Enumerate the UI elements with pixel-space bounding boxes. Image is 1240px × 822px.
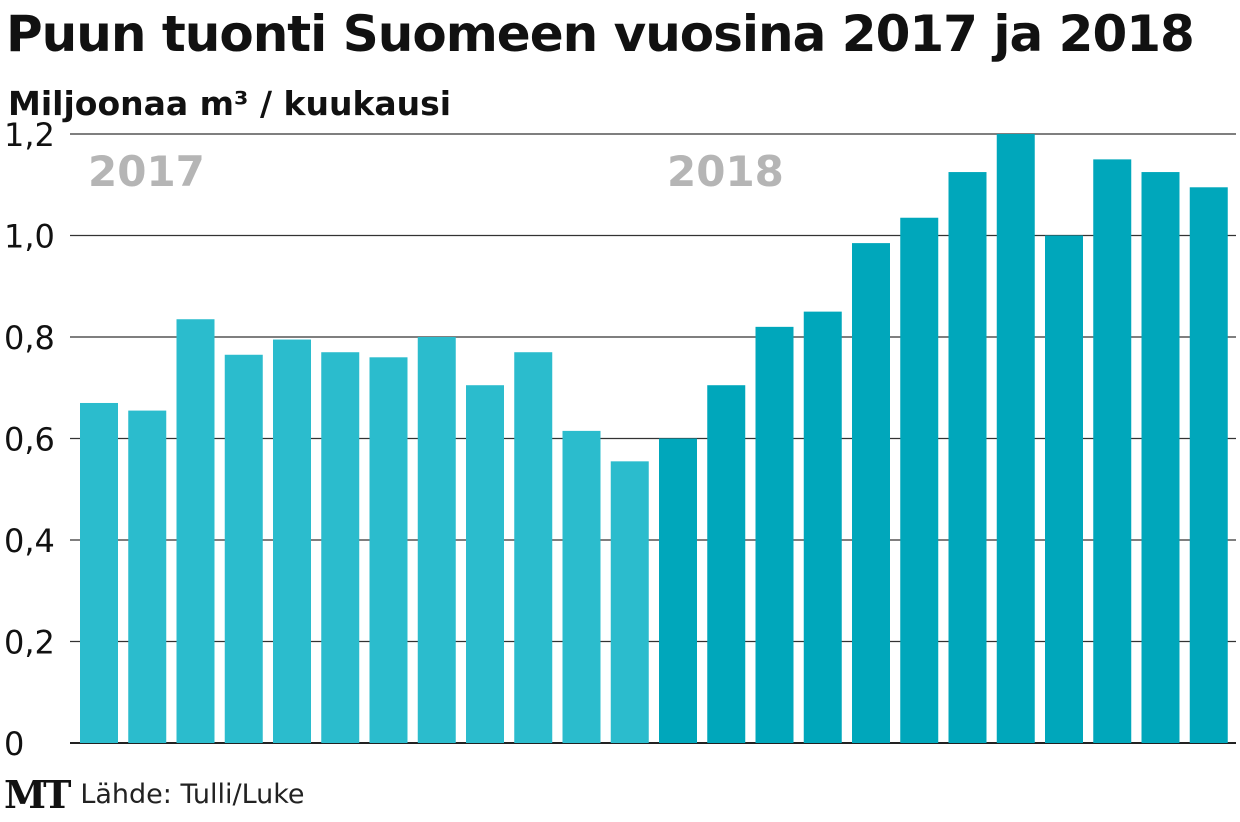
bar-2017-5 — [273, 339, 311, 743]
bar-2018-12 — [1189, 187, 1228, 744]
source-note: Lähde: Tulli/Luke — [80, 779, 305, 810]
y-tick-label: 1,0 — [4, 218, 55, 256]
publisher-logo: MT — [4, 772, 71, 817]
bar-2017-3 — [176, 319, 215, 743]
series-labels: 2017 2018 — [88, 147, 784, 196]
bar-2017-1 — [80, 402, 118, 743]
y-tick-label: 0 — [4, 725, 24, 763]
bar-2017-7 — [369, 357, 408, 743]
y-tick-label: 0,8 — [4, 319, 55, 357]
bar-2017-10 — [514, 352, 553, 743]
bar-2017-12 — [610, 461, 649, 743]
y-tick-labels: 0 0,2 0,4 0,6 0,8 1,0 1,2 — [4, 116, 55, 763]
bar-2018-4 — [803, 311, 842, 743]
y-tick-label: 0,2 — [4, 624, 55, 662]
bars — [80, 134, 1228, 744]
series-label-2018: 2018 — [667, 147, 784, 196]
bar-2018-9 — [1045, 235, 1083, 743]
chart-title: Puun tuonti Suomeen vuosina 2017 ja 2018 — [6, 5, 1195, 63]
y-tick-label: 0,6 — [4, 421, 55, 459]
bar-2018-11 — [1141, 172, 1180, 743]
y-tick-label: 1,2 — [4, 116, 55, 154]
bar-2017-4 — [224, 354, 263, 743]
series-label-2017: 2017 — [88, 147, 205, 196]
bar-2018-7 — [948, 172, 987, 743]
y-tick-label: 0,4 — [4, 522, 55, 560]
bar-2018-2 — [707, 385, 746, 743]
gridlines — [70, 133, 1236, 744]
bar-2018-5 — [852, 243, 890, 744]
bar-2018-3 — [755, 326, 794, 743]
bar-2018-6 — [900, 217, 939, 744]
bar-2018-8 — [996, 134, 1035, 743]
bar-2017-2 — [128, 410, 167, 743]
y-axis-label: Miljoonaa m³ / kuukausi — [8, 84, 452, 123]
bar-2017-11 — [562, 430, 601, 743]
bar-2017-8 — [417, 337, 456, 743]
footer: MT Lähde: Tulli/Luke — [4, 772, 305, 822]
bar-2017-9 — [466, 385, 504, 743]
bar-2017-6 — [321, 352, 360, 743]
bar-2018-10 — [1093, 159, 1132, 743]
bar-2018-1 — [659, 438, 697, 743]
